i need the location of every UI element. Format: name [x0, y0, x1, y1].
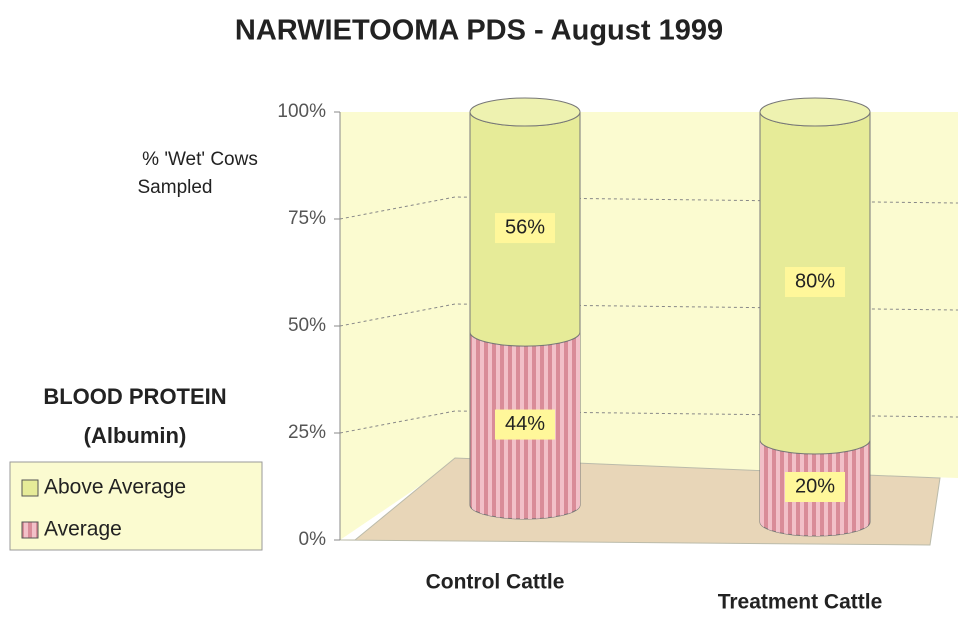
y-axis-label: % 'Wet' Cows	[142, 149, 258, 170]
legend-label: Above Average	[44, 476, 186, 499]
legend-label: Average	[44, 518, 122, 541]
value-label-bg	[785, 472, 845, 502]
value-label-bg	[495, 213, 555, 244]
chart-title: NARWIETOOMA PDS - August 1999	[235, 15, 723, 47]
x-tick-label: Control Cattle	[426, 571, 565, 594]
y-tick-label: 75%	[288, 208, 326, 229]
legend-swatch	[21, 479, 39, 497]
cylinder-top	[469, 97, 581, 127]
legend	[9, 461, 263, 551]
value-label: 80%	[795, 270, 835, 292]
legend-title: BLOOD PROTEIN	[43, 384, 226, 409]
y-tick-label: 0%	[299, 529, 327, 550]
y-axis-label: Sampled	[138, 177, 213, 198]
y-tick-label: 100%	[277, 101, 326, 122]
y-tick-label: 25%	[288, 422, 326, 443]
legend-title: (Albumin)	[84, 423, 187, 448]
x-tick-label: Treatment Cattle	[718, 591, 883, 614]
legend-swatch-stripes	[21, 521, 39, 539]
value-label: 44%	[505, 413, 545, 435]
y-tick-label: 50%	[288, 315, 326, 336]
value-label: 56%	[505, 216, 545, 238]
value-label-bg	[495, 409, 555, 440]
value-label-bg	[785, 267, 845, 297]
value-label: 20%	[795, 475, 835, 497]
cylinder-top	[759, 97, 871, 127]
